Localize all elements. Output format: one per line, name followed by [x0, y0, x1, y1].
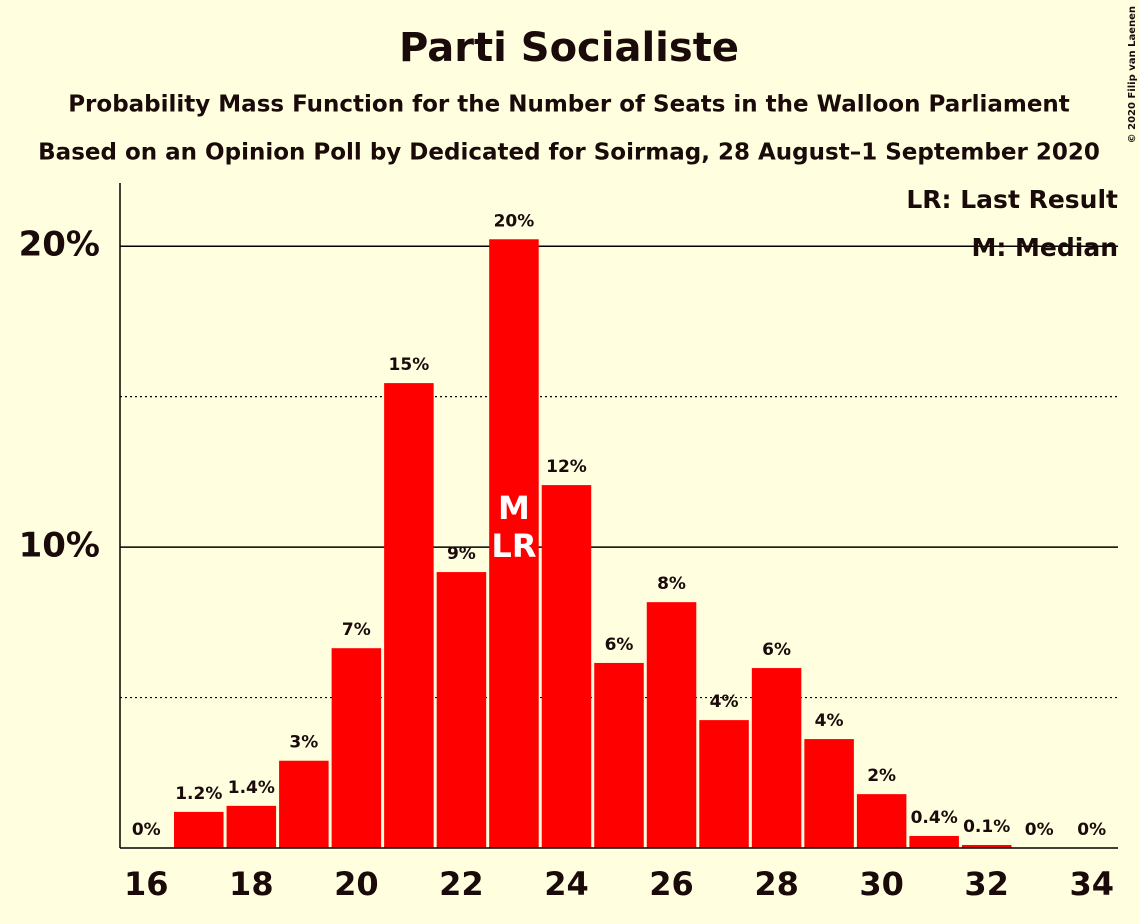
bar — [541, 485, 592, 848]
value-label: 7% — [342, 620, 371, 640]
x-tick-label: 22 — [439, 865, 484, 903]
bar — [961, 844, 1012, 848]
chart-subtitle: Based on an Opinion Poll by Dedicated fo… — [38, 140, 1100, 166]
x-tick-label: 34 — [1069, 865, 1114, 903]
chart-subtitle: Probability Mass Function for the Number… — [68, 92, 1070, 118]
bar — [226, 805, 277, 848]
value-label: 20% — [494, 211, 535, 231]
bar — [646, 602, 697, 848]
x-tick-label: 30 — [859, 865, 904, 903]
legend-entry: LR: Last Result — [906, 185, 1118, 214]
value-label: 6% — [762, 640, 791, 660]
value-label: 0.4% — [911, 808, 958, 828]
copyright: © 2020 Filip van Laenen — [1127, 6, 1138, 143]
bar — [436, 572, 487, 848]
value-label: 0.1% — [963, 817, 1010, 837]
x-tick-label: 18 — [229, 865, 274, 903]
value-label: 0% — [1077, 820, 1106, 840]
legend-entry: M: Median — [971, 233, 1118, 262]
x-tick-label: 16 — [124, 865, 169, 903]
value-label: 4% — [815, 711, 844, 731]
y-tick-label: 10% — [19, 526, 100, 566]
bar — [856, 794, 907, 848]
chart-title: Parti Socialiste — [399, 25, 739, 71]
value-label: 12% — [546, 457, 587, 477]
bar — [331, 648, 382, 848]
x-tick-label: 20 — [334, 865, 379, 903]
last-result-marker: LR — [491, 527, 536, 565]
value-label: 0% — [132, 820, 161, 840]
y-tick-label: 20% — [19, 225, 100, 265]
bar — [174, 811, 224, 848]
bar — [279, 760, 329, 848]
x-tick-label: 32 — [964, 865, 1009, 903]
value-label: 3% — [289, 733, 318, 753]
value-label: 0% — [1025, 820, 1054, 840]
x-tick-label: 26 — [649, 865, 694, 903]
value-label: 8% — [657, 574, 686, 594]
bar — [909, 835, 959, 848]
bar — [751, 668, 802, 848]
value-label: 15% — [389, 355, 430, 375]
value-label: 6% — [605, 635, 634, 655]
value-label: 1.2% — [175, 784, 222, 804]
value-label: 2% — [867, 766, 896, 786]
value-label: 9% — [447, 544, 476, 564]
value-label: 4% — [710, 692, 739, 712]
bar — [804, 739, 854, 848]
bar — [489, 239, 539, 848]
value-label: 1.4% — [228, 778, 275, 798]
bar — [699, 720, 749, 848]
bar — [594, 662, 644, 848]
median-marker: M — [498, 489, 530, 527]
x-tick-label: 24 — [544, 865, 589, 903]
bar — [384, 383, 434, 848]
x-tick-label: 28 — [754, 865, 799, 903]
